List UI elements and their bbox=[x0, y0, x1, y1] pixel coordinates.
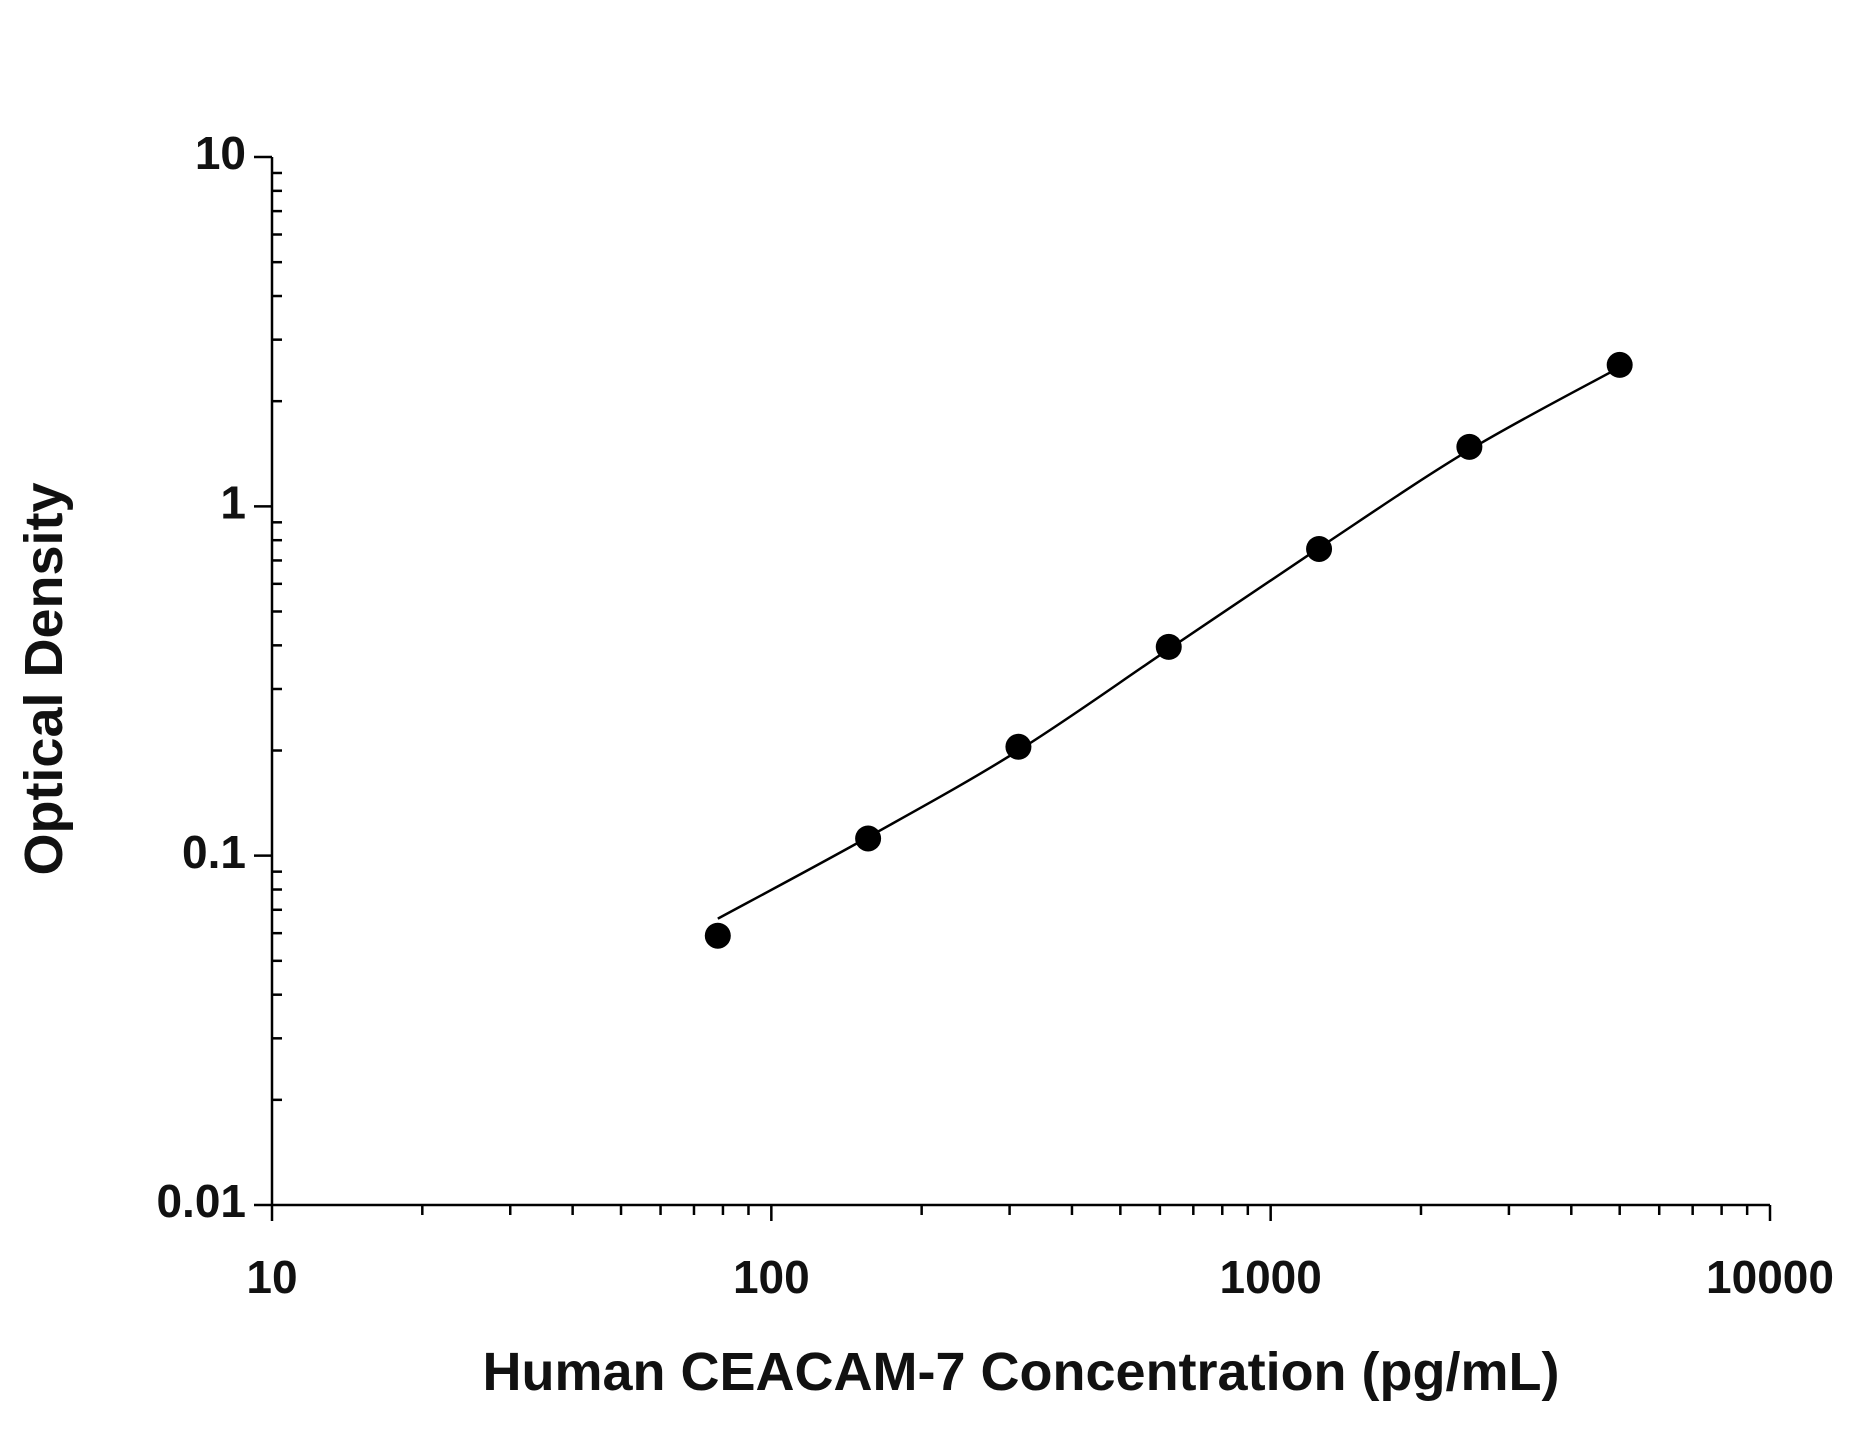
x-tick-label: 10000 bbox=[1706, 1251, 1834, 1303]
data-point bbox=[1606, 351, 1633, 378]
y-tick-label: 1 bbox=[220, 476, 246, 528]
y-tick-label: 10 bbox=[195, 127, 246, 179]
data-point bbox=[704, 922, 731, 949]
fit-curve bbox=[717, 366, 1621, 920]
x-tick-label: 100 bbox=[733, 1251, 810, 1303]
x-tick-label: 10 bbox=[246, 1251, 297, 1303]
x-tick-label: 1000 bbox=[1219, 1251, 1321, 1303]
x-axis-title: Human CEACAM-7 Concentration (pg/mL) bbox=[483, 1342, 1560, 1402]
y-tick-label: 0.1 bbox=[182, 826, 246, 878]
y-tick-label: 0.01 bbox=[156, 1175, 246, 1227]
y-axis-title: Optical Density bbox=[14, 482, 74, 875]
